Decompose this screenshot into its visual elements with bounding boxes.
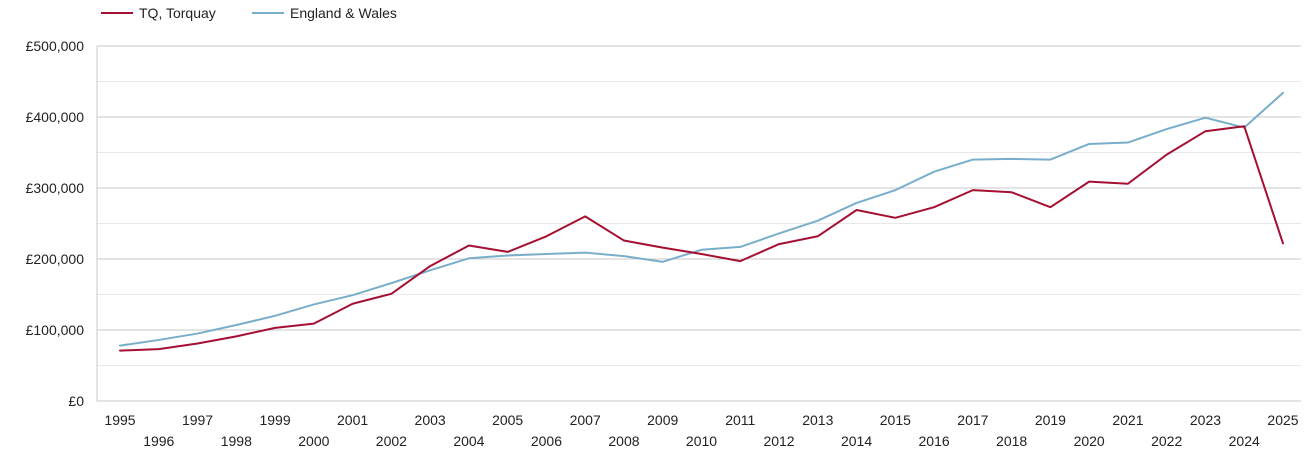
series-line-tq-torquay [119,125,1284,352]
x-tick-label: 2018 [996,433,1027,449]
y-tick-label: £400,000 [26,109,85,125]
x-tick-label: 2022 [1151,433,1182,449]
x-tick-label: 2000 [298,433,329,449]
x-tick-label: 2011 [725,412,755,428]
y-tick-label: £500,000 [26,38,85,54]
x-tick-label: 1997 [182,412,213,428]
x-tick-label: 2008 [608,433,639,449]
x-tick-label: 2020 [1074,433,1105,449]
y-tick-label: £200,000 [26,251,85,267]
x-tick-label: 2001 [337,412,368,428]
x-tick-label: 1995 [104,412,135,428]
x-tick-label: 2010 [686,433,717,449]
x-tick-label: 2016 [919,433,950,449]
y-tick-label: £0 [68,393,84,409]
x-tick-label: 2006 [531,433,562,449]
legend-item-england-wales[interactable]: England & Wales [252,5,397,21]
x-tick-label: 2023 [1190,412,1221,428]
x-tick-label: 2019 [1035,412,1066,428]
x-tick-label: 2021 [1112,412,1143,428]
x-tick-label: 1996 [143,433,174,449]
gridlines [97,45,1301,402]
legend-item-tq-torquay[interactable]: TQ, Torquay [101,5,216,21]
x-tick-label: 2002 [376,433,407,449]
x-tick-label: 2024 [1229,433,1260,449]
x-tick-label: 1998 [221,433,252,449]
x-tick-label: 2009 [647,412,678,428]
legend: TQ, Torquay England & Wales [101,5,397,21]
y-axis-tick-labels: £0 £100,000 £200,000 £300,000 £400,000 £500,0… [26,38,85,409]
x-tick-label: 1999 [259,412,290,428]
x-tick-label: 2025 [1267,412,1298,428]
series-lines [119,91,1284,352]
x-tick-label: 2014 [841,433,872,449]
y-tick-label: £100,000 [26,322,85,338]
x-tick-label: 2007 [570,412,601,428]
x-tick-label: 2012 [763,433,794,449]
series-line-england-wales [119,91,1284,347]
x-tick-label: 2017 [957,412,988,428]
legend-label-england-wales: England & Wales [290,5,397,21]
x-tick-label: 2015 [880,412,911,428]
legend-label-tq-torquay: TQ, Torquay [139,5,216,21]
y-tick-label: £300,000 [26,180,85,196]
x-tick-label: 2013 [802,412,833,428]
x-tick-label: 2004 [453,433,484,449]
x-tick-label: 2005 [492,412,523,428]
x-tick-label: 2003 [415,412,446,428]
x-axis-tick-labels: 1995 1996 1997 1998 1999 2000 2001 2002 2003 2004… [104,412,1298,449]
